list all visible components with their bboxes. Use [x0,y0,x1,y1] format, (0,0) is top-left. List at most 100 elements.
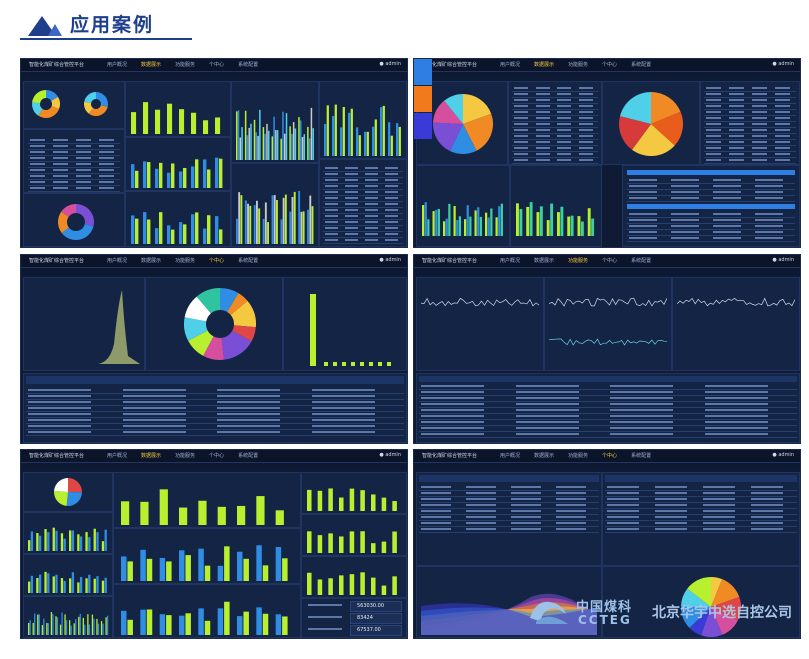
chart-bar [217,565,224,581]
user-menu[interactable]: ● admin [379,452,401,458]
bar-chart [121,489,284,525]
table-row [419,503,599,509]
menu-item[interactable]: 系统配置 [631,62,652,68]
dashboard-screenshot-2: 智能化煤矿综合管控平台 用户概况 数据展示 功能服务 个中心 系统配置 ● admin [413,58,801,248]
menu-item[interactable]: 个中心 [209,453,225,459]
table-row [605,497,797,503]
chart-bar [106,615,109,635]
table-cell [729,159,745,161]
table-panel [23,129,125,193]
menu-item[interactable]: 功能服务 [568,453,589,459]
table-cell [511,510,541,512]
chart-bar [291,197,294,244]
menu-item[interactable]: 个中心 [602,453,618,459]
chart-bar [250,123,252,160]
detail-table-panel [602,472,800,566]
table-cell [578,153,593,155]
menu-item[interactable]: 系统配置 [238,62,259,68]
chart-bar [342,362,346,366]
chart-bar [28,581,31,593]
table-cell [311,395,375,397]
table-cell [421,498,451,500]
table-row [704,110,796,116]
chart-bar [155,109,161,134]
menu-item[interactable]: 用户概况 [500,453,521,459]
user-menu[interactable]: ● admin [772,452,794,458]
table-cell [385,167,399,169]
menu-item[interactable]: 功能服务 [175,258,196,264]
donut-slice [232,325,256,342]
menu-item[interactable]: 数据展示 [141,62,162,68]
chart-bar [52,576,55,593]
table-cell [30,181,46,183]
chart-bar [246,135,249,160]
chart-bar [427,219,430,236]
menu-item[interactable]: 系统配置 [631,453,652,459]
menu-item[interactable]: 系统配置 [238,258,259,264]
chart-bar [30,531,34,551]
chart-bar [328,578,333,595]
table-cell [610,409,673,411]
menu-item[interactable]: 个中心 [602,62,618,68]
platform-title: 智能化煤矿综合管控平台 [422,62,478,68]
menu-item[interactable]: 数据展示 [534,453,555,459]
menu-item[interactable]: 数据展示 [534,62,555,68]
menu-item[interactable]: 数据展示 [141,453,162,459]
menu-item[interactable]: 个中心 [602,258,618,264]
menu-item[interactable]: 个中心 [209,62,225,68]
table-cell [514,111,529,113]
user-menu[interactable]: ● admin [772,61,794,67]
bar-panel-left [23,596,113,638]
platform-title: 智能化煤矿综合管控平台 [29,62,85,68]
chart-bar [236,111,238,160]
user-menu[interactable]: ● admin [772,257,794,263]
menu-item[interactable]: 用户概况 [500,258,521,264]
table-cell [729,147,745,149]
data-table [28,138,120,192]
menu-item[interactable]: 用户概况 [107,258,128,264]
menu-item[interactable]: 用户概况 [107,62,128,68]
chart-bar [63,538,66,551]
table-cell [28,431,91,433]
menu-item[interactable]: 功能服务 [568,258,589,264]
table-cell [706,99,722,101]
menu-item[interactable]: 功能服务 [175,62,196,68]
table-cell [729,105,745,107]
table-cell [466,486,496,488]
table-row [704,116,796,122]
donut-slice [227,293,248,315]
table-cell [556,498,586,500]
table-cell [706,123,722,125]
chart-bar [241,127,243,160]
user-menu[interactable]: ● admin [379,61,401,67]
menu-item[interactable]: 功能服务 [175,453,196,459]
menu-item[interactable]: 系统配置 [631,258,652,264]
chart-bar [396,123,399,156]
menu-item[interactable]: 功能服务 [568,62,589,68]
chart-bar [43,618,45,635]
table-cell [421,486,451,488]
table-row [512,158,598,164]
table-cell [755,231,783,233]
chart-bar [378,362,382,366]
menu-item[interactable]: 数据展示 [141,258,162,264]
table-header-bar [627,170,795,175]
chart-bar [300,211,303,244]
menu-item[interactable]: 数据展示 [534,258,555,264]
user-menu[interactable]: ● admin [379,257,401,263]
chart-bar [96,576,99,593]
chart-bar [360,362,364,366]
pie-slice [449,124,477,154]
table-cell [514,141,529,143]
table-cell [53,169,69,171]
table-cell [704,391,768,393]
menu-item[interactable]: 用户概况 [107,453,128,459]
menu-item[interactable]: 用户概况 [500,62,521,68]
main-menu: 用户概况 数据展示 功能服务 个中心 系统配置 [107,61,272,68]
table-cell [557,105,572,107]
menu-item[interactable]: 系统配置 [238,453,259,459]
table-cell [578,105,593,107]
chart-bar [79,613,81,635]
menu-item[interactable]: 个中心 [209,258,225,264]
chart-bar [238,192,241,244]
